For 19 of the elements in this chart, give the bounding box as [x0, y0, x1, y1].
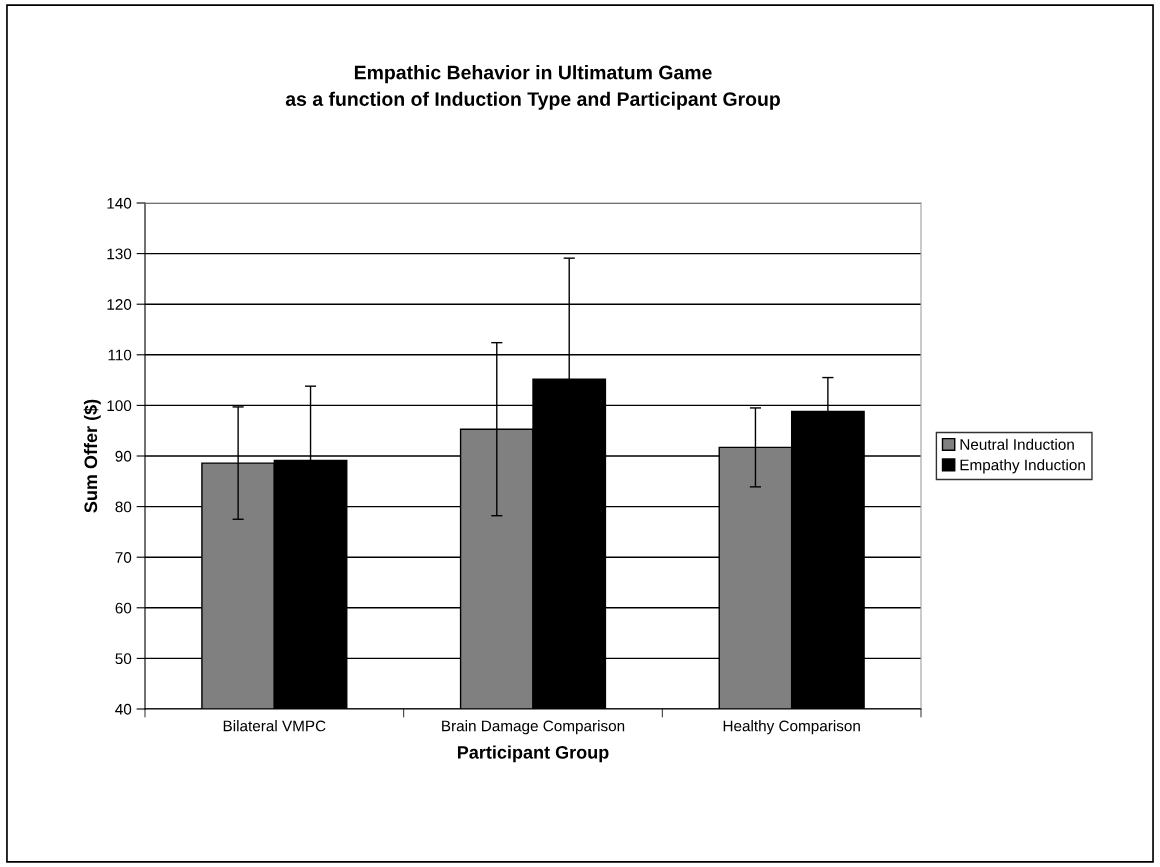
y-tick-label: 70 [115, 552, 132, 563]
x-tick-label: Healthy Comparison [723, 720, 860, 735]
y-tick-label: 120 [107, 299, 132, 310]
x-tick-label: Brain Damage Comparison [442, 720, 625, 735]
legend-label: Empathy Induction [960, 459, 1085, 474]
y-tick-label: 130 [107, 248, 132, 260]
y-tick-label: 90 [115, 450, 132, 462]
y-tick-label: 40 [115, 703, 132, 715]
chart-title: Empathic Behavior in Ultimatum Game as a function of Induction Type and Participant Group [285, 65, 780, 110]
y-tick-label: 100 [107, 400, 132, 412]
y-axis-title: Sum Offer ($) [83, 399, 101, 513]
y-tick-label: 110 [108, 349, 132, 361]
x-tick-label: Bilateral VMPC [223, 720, 326, 732]
y-tick-label: 60 [115, 602, 132, 614]
x-axis-title: Participant Group [457, 745, 609, 763]
legend-label: Neutral Induction [960, 438, 1074, 450]
y-tick-label: 80 [115, 501, 132, 513]
y-tick-label: 50 [115, 653, 132, 665]
y-tick-label: 140 [107, 197, 132, 209]
